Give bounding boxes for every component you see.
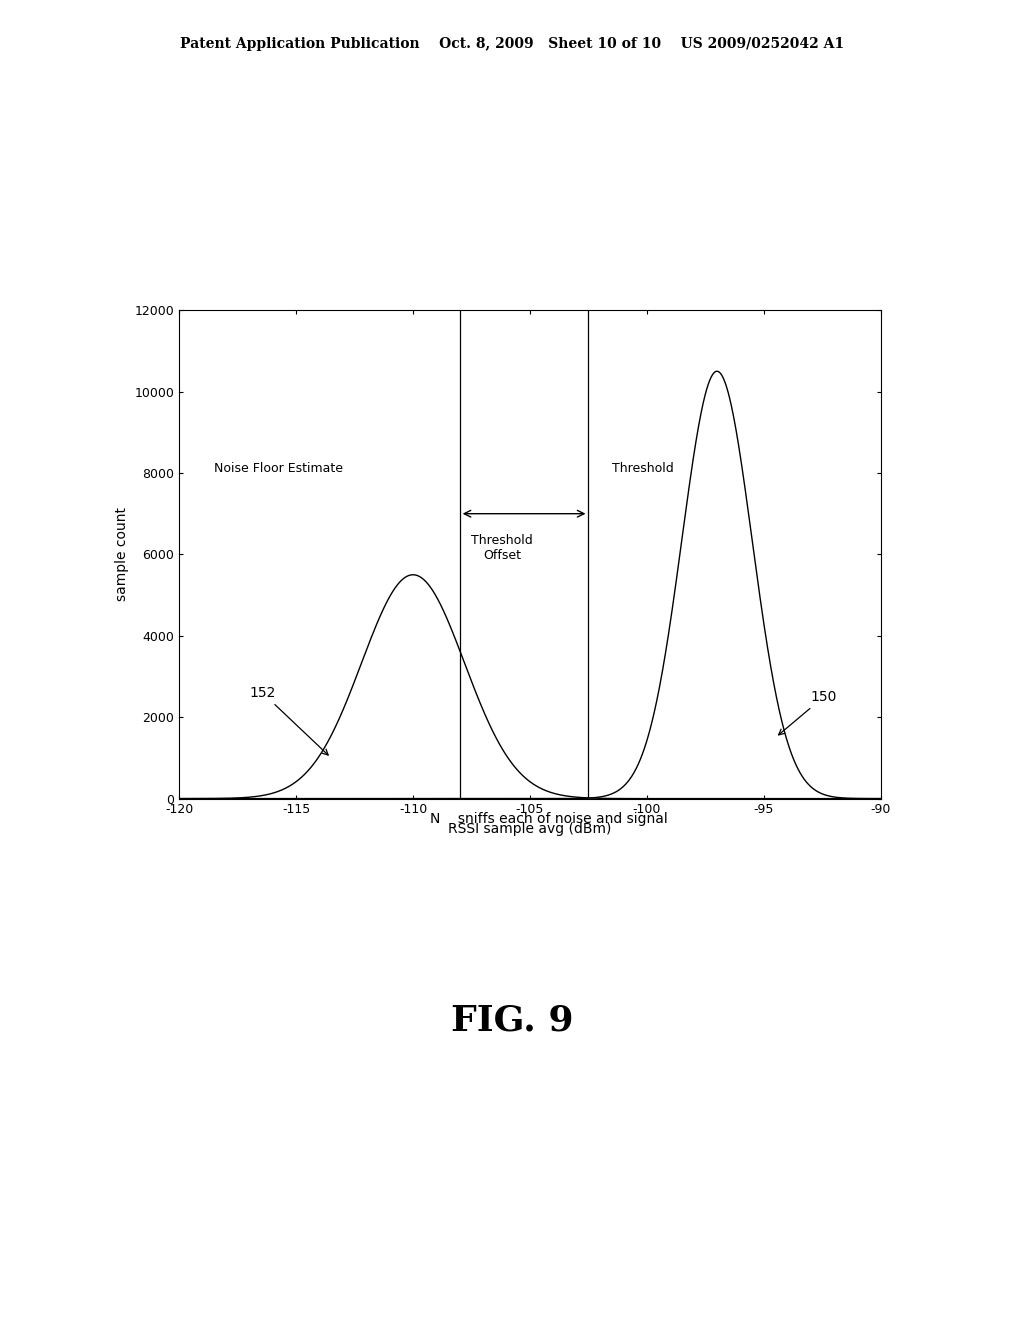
Text: Patent Application Publication    Oct. 8, 2009   Sheet 10 of 10    US 2009/02520: Patent Application Publication Oct. 8, 2… [180,37,844,51]
Text: FIG. 9: FIG. 9 [451,1003,573,1038]
Text: Threshold: Threshold [611,462,674,475]
Text: Noise Floor Estimate: Noise Floor Estimate [214,462,343,475]
Text: 152: 152 [250,686,328,755]
X-axis label: RSSI sample avg (dBm): RSSI sample avg (dBm) [449,822,611,836]
Text: 150: 150 [778,690,837,735]
Text: N    sniffs each of noise and signal: N sniffs each of noise and signal [430,812,668,826]
Y-axis label: sample count: sample count [115,507,129,602]
Text: Threshold
Offset: Threshold Offset [471,535,532,562]
